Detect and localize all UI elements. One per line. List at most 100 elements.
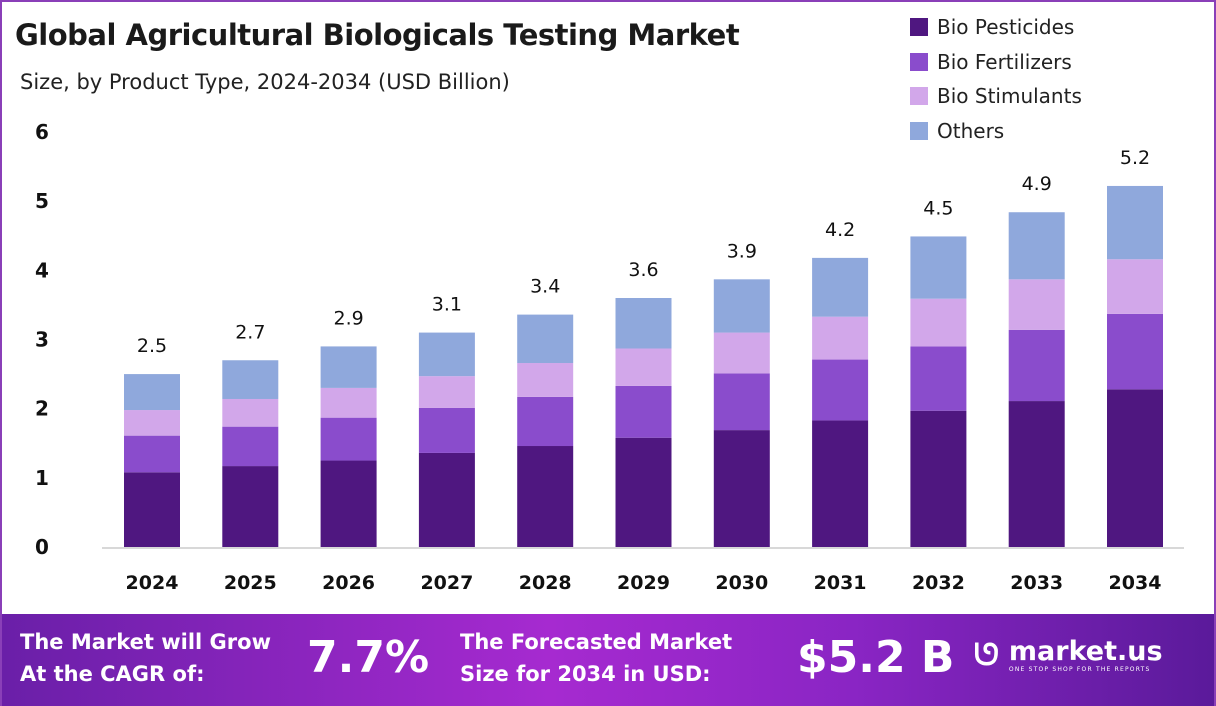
x-tick-label: 2033 — [1010, 572, 1063, 594]
logo-name: market.us — [1008, 636, 1163, 667]
bar-segment-bio-fertilizers — [713, 373, 770, 431]
bar-segment-others — [615, 298, 672, 349]
total-data-label: 4.5 — [923, 197, 953, 219]
total-data-label: 2.5 — [137, 335, 167, 357]
bar-segment-bio-stimulants — [812, 316, 869, 360]
x-tick-label: 2034 — [1109, 572, 1162, 594]
bar-segment-bio-stimulants — [124, 410, 180, 436]
bar-segment-bio-fertilizers — [222, 426, 279, 467]
total-data-label: 2.7 — [235, 321, 265, 343]
cagr-label-line1: The Market will Grow — [20, 630, 271, 654]
market-us-logo: ᘎ market.us ONE STOP SHOP FOR THE REPORT… — [974, 636, 1163, 674]
legend-item-bio-stimulants: Bio Stimulants — [910, 79, 1082, 114]
legend-item-bio-pesticides: Bio Pesticides — [910, 10, 1082, 45]
bar-segment-others — [910, 236, 967, 299]
total-data-label: 3.6 — [628, 259, 658, 281]
y-tick-label: 6 — [35, 120, 49, 144]
bar-segment-bio-pesticides — [713, 430, 770, 547]
legend-swatch — [910, 52, 928, 71]
bar-segment-bio-pesticides — [1008, 401, 1065, 547]
bar-segment-bio-pesticides — [320, 460, 377, 547]
bar-segment-bio-fertilizers — [910, 346, 967, 411]
bar-segment-others — [1107, 185, 1163, 260]
bar-segment-bio-stimulants — [1107, 259, 1163, 314]
legend: Bio Pesticides Bio Fertilizers Bio Stimu… — [910, 10, 1082, 148]
bar-segment-bio-pesticides — [1107, 389, 1163, 547]
y-tick-label: 3 — [35, 328, 49, 352]
total-data-label: 2.9 — [333, 307, 363, 329]
chart-title: Global Agricultural Biologicals Testing … — [15, 18, 740, 52]
bar-segment-bio-stimulants — [222, 398, 279, 427]
bar-segment-bio-stimulants — [517, 363, 574, 397]
bar-segment-others — [418, 332, 475, 377]
bar-segment-bio-fertilizers — [812, 359, 869, 421]
logo-tagline: ONE STOP SHOP FOR THE REPORTS — [1008, 666, 1151, 673]
bar-segment-bio-pesticides — [615, 437, 672, 547]
legend-label: Bio Stimulants — [937, 84, 1082, 109]
legend-item-bio-fertilizers: Bio Fertilizers — [910, 45, 1082, 80]
x-tick-label: 2025 — [224, 572, 277, 594]
total-data-label: 3.4 — [530, 276, 560, 298]
bar-segment-bio-pesticides — [812, 420, 869, 547]
total-data-label: 3.9 — [727, 240, 757, 262]
bar-segment-bio-pesticides — [517, 446, 574, 547]
legend-swatch — [910, 121, 928, 140]
bar-segment-bio-pesticides — [124, 472, 180, 547]
total-data-label: 4.9 — [1022, 173, 1052, 195]
bar-segment-bio-fertilizers — [418, 407, 475, 453]
forecast-label: The Forecasted Market Size for 2034 in U… — [460, 626, 732, 690]
x-tick-label: 2030 — [715, 572, 768, 594]
bar-segment-bio-stimulants — [418, 376, 475, 408]
bar-segment-bio-stimulants — [615, 348, 672, 386]
cagr-label: The Market will Grow At the CAGR of: — [20, 626, 271, 690]
bar-segment-bio-fertilizers — [615, 385, 672, 438]
bar-segment-bio-stimulants — [1008, 279, 1065, 330]
cagr-value: 7.7% — [307, 632, 430, 683]
bar-segment-others — [1008, 212, 1065, 280]
legend-label: Others — [937, 118, 1005, 143]
y-tick-label: 2 — [35, 397, 49, 421]
bar-segment-bio-fertilizers — [517, 396, 574, 447]
bar-segment-others — [812, 257, 869, 317]
logo-icon: ᘎ — [974, 638, 999, 673]
bar-segment-bio-pesticides — [222, 466, 279, 547]
bar-segment-bio-stimulants — [910, 298, 967, 347]
cagr-label-line2: At the CAGR of: — [20, 662, 205, 686]
bar-segment-others — [124, 374, 180, 411]
legend-swatch — [910, 87, 928, 106]
y-tick-label: 1 — [35, 466, 49, 490]
legend-swatch — [910, 18, 928, 37]
bar-segment-bio-stimulants — [713, 332, 770, 374]
bar-segment-bio-stimulants — [320, 387, 377, 418]
bar-segment-bio-fertilizers — [320, 417, 377, 461]
x-tick-label: 2032 — [912, 572, 965, 594]
y-tick-label: 4 — [35, 258, 49, 282]
x-tick-label: 2029 — [617, 572, 670, 594]
bar-segment-others — [713, 279, 770, 333]
y-tick-label: 0 — [35, 535, 49, 559]
x-tick-label: 2024 — [126, 572, 179, 594]
forecast-value: $5.2 B — [797, 632, 955, 683]
stacked-bar-chart: 0 1 2 3 4 5 6 2.5 2024 2.7 2025 2.9 2026 3.1 2027 3.4 20… — [35, 120, 1184, 594]
bar-segment-bio-pesticides — [418, 452, 475, 547]
total-data-label: 5.2 — [1120, 147, 1150, 169]
total-data-label: 4.2 — [825, 219, 855, 241]
forecast-label-line1: The Forecasted Market — [460, 630, 733, 654]
y-tick-label: 5 — [35, 189, 49, 213]
forecast-label-line2: Size for 2034 in USD: — [460, 662, 711, 686]
bar-segment-bio-fertilizers — [124, 435, 180, 473]
bar-segment-bio-pesticides — [910, 410, 967, 547]
chart-subtitle: Size, by Product Type, 2024-2034 (USD Bi… — [20, 70, 510, 94]
bar-segment-bio-fertilizers — [1107, 313, 1163, 390]
footer-banner: The Market will Grow At the CAGR of: 7.7… — [2, 614, 1214, 706]
x-tick-label: 2031 — [814, 572, 867, 594]
legend-item-others: Others — [910, 114, 1082, 149]
bar-segment-others — [222, 360, 279, 399]
bar-segment-bio-fertilizers — [1008, 329, 1065, 402]
x-tick-label: 2026 — [322, 572, 375, 594]
legend-label: Bio Fertilizers — [937, 49, 1072, 74]
x-tick-label: 2027 — [420, 572, 473, 594]
legend-label: Bio Pesticides — [937, 15, 1075, 40]
bar-segment-others — [320, 346, 377, 388]
